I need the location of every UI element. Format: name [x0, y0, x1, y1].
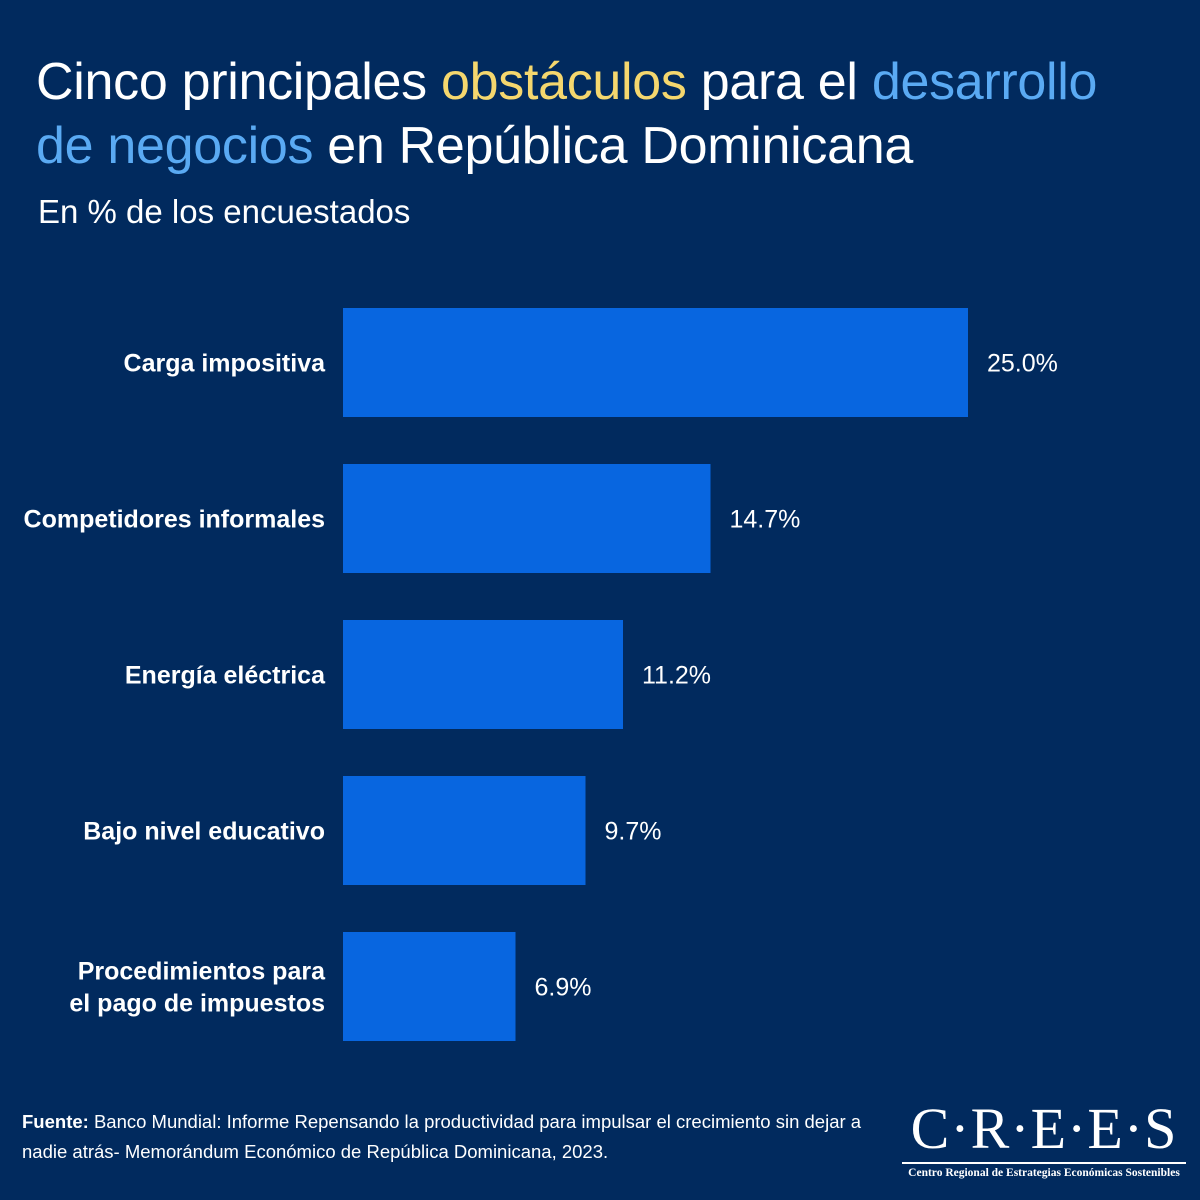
bar-2 — [343, 464, 711, 573]
category-label-4: Bajo nivel educativo — [83, 818, 325, 846]
bar-1 — [343, 308, 968, 417]
category-label-5-line-2: el pago de impuestos — [69, 990, 325, 1018]
chart-title: Cinco principales obstáculos para el des… — [36, 50, 1166, 178]
value-label-2: 14.7% — [730, 506, 801, 534]
value-label-5: 6.9% — [535, 974, 592, 1002]
bar-3 — [343, 620, 623, 729]
category-label-3: Energía eléctrica — [125, 662, 326, 690]
logo-divider — [902, 1162, 1186, 1164]
source-note: Fuente: Banco Mundial: Informe Repensand… — [22, 1107, 902, 1167]
bar-5 — [343, 932, 516, 1041]
title-part-3: en República Dominicana — [313, 117, 913, 175]
title-part-1: Cinco principales — [36, 53, 442, 111]
category-label-2: Competidores informales — [24, 506, 325, 534]
title-highlight-obstaculos: obstáculos — [441, 53, 687, 111]
crees-logo: C·R·E·E·S Centro Regional de Estrategias… — [902, 1096, 1186, 1179]
title-highlight-desarrollo: desarrollo de negocios — [36, 53, 1098, 175]
value-label-3: 11.2% — [642, 662, 711, 690]
source-text: Banco Mundial: Informe Repensando la pro… — [22, 1111, 862, 1162]
bar-chart: 25.0% Carga impositiva 14.7% Competidores i… — [24, 308, 1058, 1041]
category-label-1: Carga impositiva — [124, 350, 327, 378]
bar-4 — [343, 776, 586, 885]
logo-tagline: Centro Regional de Estrategias Económica… — [908, 1167, 1180, 1179]
title-part-2: para el — [686, 53, 872, 111]
chart-subtitle: En % de los encuestados — [38, 193, 411, 230]
value-label-1: 25.0% — [987, 350, 1058, 378]
logo-wordmark: C·R·E·E·S — [910, 1096, 1178, 1161]
category-label-5-line-1: Procedimientos para — [78, 958, 326, 986]
source-label: Fuente: — [22, 1111, 89, 1132]
value-label-4: 9.7% — [605, 818, 662, 846]
